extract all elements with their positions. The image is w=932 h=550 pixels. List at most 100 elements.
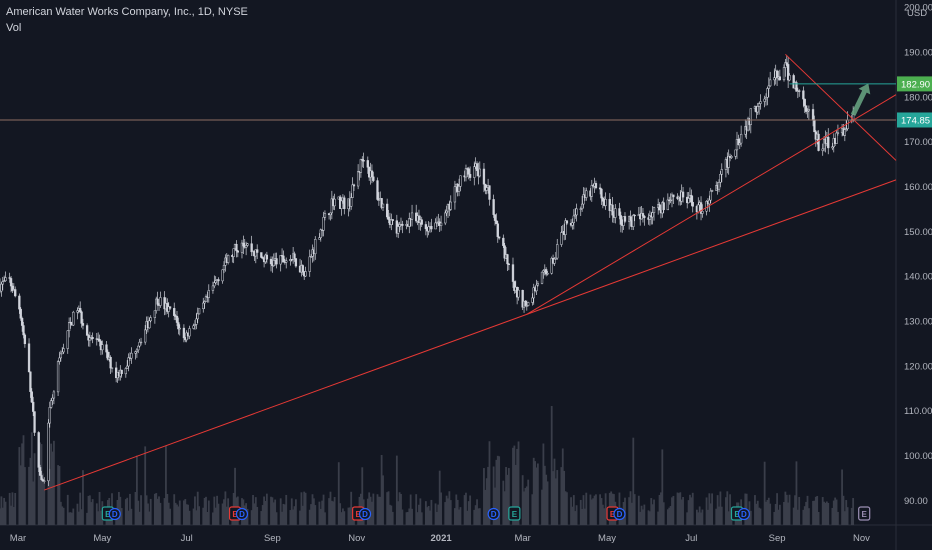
volume-bar	[850, 507, 853, 525]
candle-body	[727, 156, 730, 168]
candle-body	[397, 226, 400, 234]
volume-bar	[339, 503, 342, 525]
volume-bar	[585, 492, 588, 525]
candle-body	[763, 98, 766, 102]
volume-bar	[463, 495, 466, 525]
candle-body	[420, 219, 423, 225]
x-tick-label: 2021	[431, 533, 453, 544]
volume-bar	[340, 512, 343, 525]
candle-body	[62, 348, 65, 353]
candle-body	[153, 310, 157, 318]
candle-body	[632, 214, 635, 227]
volume-bar	[206, 511, 209, 525]
candle-body	[598, 187, 602, 190]
volume-bar	[223, 499, 225, 525]
volume-bar	[308, 509, 311, 525]
candle-body	[168, 306, 172, 309]
event-label: D	[491, 510, 497, 519]
volume-bar	[420, 512, 423, 525]
volume-bar	[348, 507, 351, 525]
volume-bar	[488, 441, 491, 525]
volume-bar	[556, 470, 559, 525]
candle-body	[545, 269, 548, 275]
candle-body	[495, 220, 498, 224]
candle-body	[130, 352, 133, 359]
candle-body	[134, 351, 137, 354]
event-label: E	[610, 510, 616, 519]
candle-body	[182, 327, 186, 339]
candle-body	[50, 400, 53, 408]
candle-body	[546, 273, 549, 275]
candle-body	[244, 245, 248, 248]
volume-bar	[478, 508, 481, 525]
candle-body	[691, 201, 694, 207]
volume-bar	[415, 494, 418, 525]
candle-body	[507, 263, 510, 265]
volume-bar	[695, 509, 698, 525]
dividend-marker: D	[737, 507, 751, 521]
volume-bar	[708, 493, 711, 525]
candle-body	[8, 277, 11, 279]
volume-bar	[173, 494, 176, 525]
candle-body	[323, 213, 327, 218]
volume-bar	[95, 503, 98, 525]
volume-bar	[188, 510, 191, 525]
volume-bar	[88, 495, 91, 525]
volume-bar	[130, 508, 133, 525]
volume-bar	[23, 467, 26, 525]
volume-bar	[812, 500, 814, 525]
candle-body	[658, 204, 661, 211]
candle-body	[318, 237, 321, 240]
volume-bar	[642, 509, 644, 525]
candle-body	[352, 184, 356, 187]
volume-bar	[498, 456, 501, 525]
candle-body	[294, 258, 298, 267]
volume-bar	[279, 498, 282, 525]
volume-bar	[575, 505, 578, 525]
volume-bar	[554, 478, 557, 525]
volume-bar	[640, 505, 643, 525]
volume-bar	[546, 481, 549, 525]
volume-bar	[456, 499, 459, 525]
candle-body	[226, 255, 230, 263]
candle-body	[138, 341, 141, 347]
candle-body	[430, 226, 433, 230]
volume-bar	[82, 470, 84, 525]
candle-body	[482, 168, 486, 185]
volume-bar	[293, 506, 296, 525]
candle-body	[788, 75, 791, 81]
y-tick-label: 200.00	[904, 3, 932, 14]
candle-body	[835, 132, 838, 144]
volume-bar	[755, 503, 758, 525]
volume-bar	[773, 511, 776, 525]
volume-bar	[120, 508, 123, 525]
volume-bar	[650, 498, 653, 525]
candle-body	[175, 315, 179, 323]
candle-body	[124, 368, 127, 375]
volume-bar	[386, 492, 389, 525]
price-tag-label: 182.90	[901, 79, 930, 90]
volume-bar	[167, 502, 170, 525]
volume-bar	[290, 498, 293, 525]
candle-body	[256, 249, 259, 253]
dividend-marker: D	[487, 507, 500, 521]
volume-bar	[697, 512, 700, 525]
candle-body	[439, 222, 443, 226]
candle-body	[59, 353, 62, 359]
volume-bar	[651, 504, 654, 525]
volume-bar	[841, 469, 843, 525]
volume-bar	[571, 506, 574, 525]
candle-body	[757, 103, 761, 107]
candle-body	[148, 320, 151, 329]
candle-body	[240, 242, 244, 253]
volume-bar	[147, 503, 149, 525]
volume-bar	[246, 508, 249, 525]
candle-body	[23, 334, 27, 345]
candle-body	[120, 369, 123, 375]
volume-bar	[177, 506, 180, 525]
volume-bar	[264, 500, 267, 525]
volume-bar	[389, 504, 391, 525]
volume-bar	[185, 504, 188, 525]
volume-bar	[774, 503, 777, 525]
